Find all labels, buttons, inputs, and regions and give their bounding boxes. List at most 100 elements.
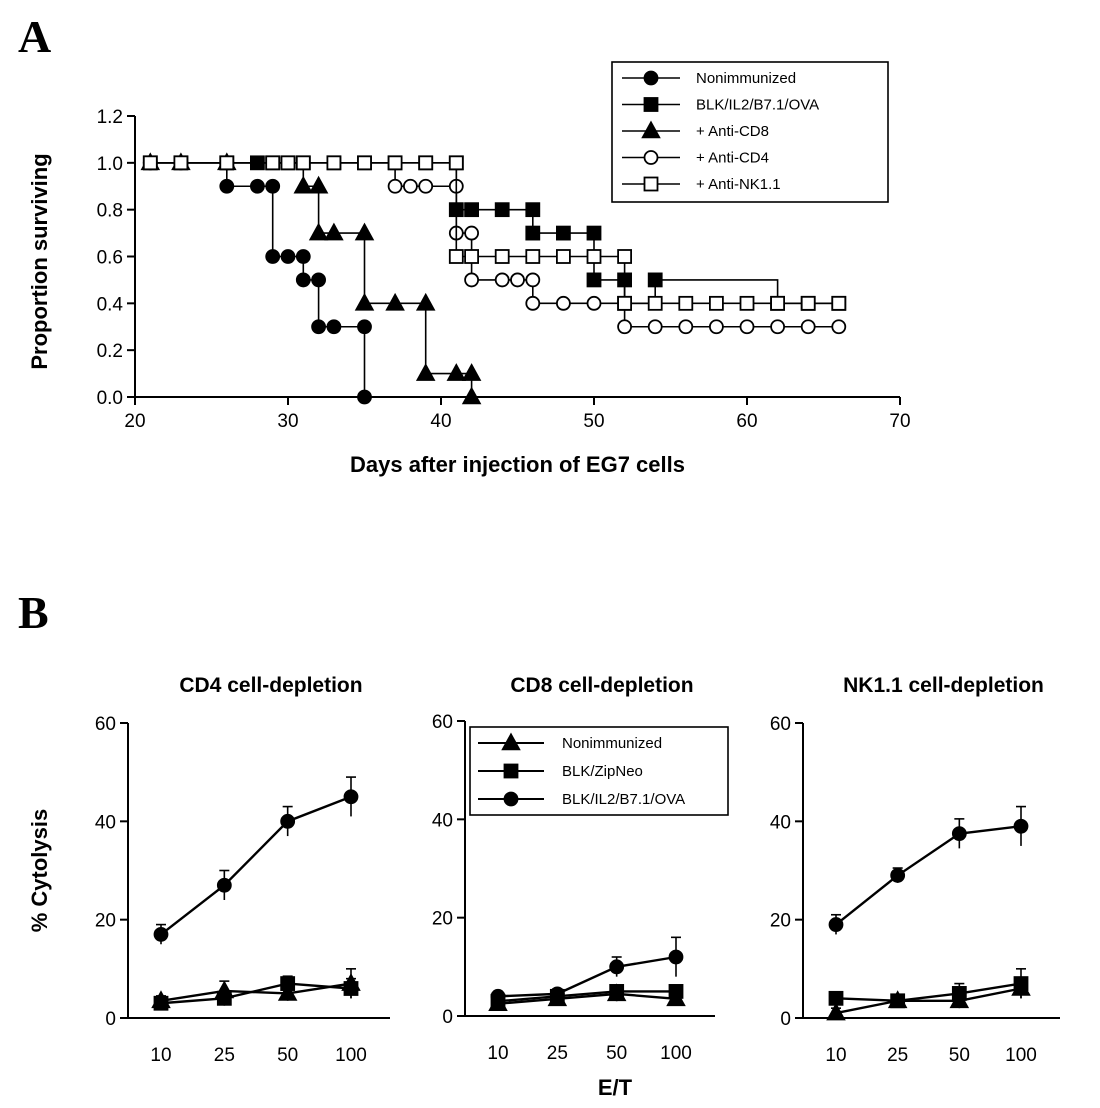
data-point xyxy=(709,319,724,335)
series-blk-il2-b7-1-ova xyxy=(153,776,359,945)
data-point xyxy=(343,981,359,996)
data-point xyxy=(494,272,510,288)
legend-marker xyxy=(503,763,519,779)
data-point xyxy=(647,319,663,335)
series-blk-zipneo xyxy=(153,975,359,1011)
data-point xyxy=(951,986,967,1001)
data-point xyxy=(343,789,359,805)
data-point xyxy=(446,363,467,381)
y-tick-label: 20 xyxy=(95,911,116,932)
y-tick-label: 0.6 xyxy=(97,248,123,269)
y-tick-label: 0.4 xyxy=(97,294,124,315)
data-point xyxy=(418,155,434,171)
survival-chart: 0.0 0.2 0.4 0.6 0.8 1.0 1.2 20 30 40 50 60 70 Days af… xyxy=(27,61,911,477)
data-point xyxy=(387,155,403,171)
data-point xyxy=(647,272,663,288)
data-point xyxy=(415,292,436,311)
data-point xyxy=(525,249,541,264)
x-tick-label: 10 xyxy=(487,1043,508,1064)
data-point xyxy=(586,249,602,264)
data-point xyxy=(357,319,372,335)
legend-label: + Anti-CD4 xyxy=(696,150,769,167)
y-tick-label: 40 xyxy=(432,810,453,831)
legend-label: BLK/ZipNeo xyxy=(562,763,643,780)
legend-entry-anti-cd4: + Anti-CD4 xyxy=(622,150,769,167)
legend-label: + Anti-CD8 xyxy=(696,123,769,140)
data-point xyxy=(1013,976,1029,991)
data-point xyxy=(357,389,372,405)
data-point xyxy=(525,202,541,218)
data-point xyxy=(668,949,684,965)
x-tick-label: 70 xyxy=(889,411,910,432)
data-point xyxy=(464,202,480,218)
data-point xyxy=(828,990,844,1006)
data-point xyxy=(295,272,311,288)
y-tick-label: 20 xyxy=(432,909,453,930)
data-point xyxy=(617,295,632,311)
data-point xyxy=(525,225,541,241)
legend-marker xyxy=(643,150,659,165)
data-point xyxy=(678,295,694,311)
data-point xyxy=(464,249,480,264)
x-tick-label: 50 xyxy=(583,411,604,432)
data-point xyxy=(831,319,847,335)
data-point xyxy=(464,225,480,241)
data-point xyxy=(826,1002,846,1021)
x-tick-label: 100 xyxy=(660,1043,692,1064)
y-tick-label: 0.0 xyxy=(97,388,123,409)
data-point xyxy=(668,984,684,999)
data-point xyxy=(311,319,327,335)
data-point xyxy=(280,976,296,991)
data-point xyxy=(525,272,541,288)
legend-marker xyxy=(501,732,521,751)
data-point xyxy=(678,319,694,335)
data-point xyxy=(219,178,235,194)
data-point xyxy=(173,155,189,171)
data-point xyxy=(556,249,571,264)
data-point xyxy=(265,249,281,264)
data-point xyxy=(617,249,632,264)
x-tick-label: 20 xyxy=(124,411,145,432)
legend-marker xyxy=(643,176,659,192)
series-line xyxy=(835,987,1022,1015)
data-point xyxy=(385,292,405,311)
data-point xyxy=(418,178,434,194)
data-point xyxy=(549,986,565,1002)
series-line xyxy=(497,955,677,998)
series-anti-nk1-1 xyxy=(142,155,847,311)
legend-entry-nonimmunized: Nonimmunized xyxy=(622,70,796,87)
cd8-depletion-chart: 0 20 40 60 10 25 50 100 CD8 cell-depletion E/T Non… xyxy=(432,674,729,1100)
series-blk-il2-b7-1-ova xyxy=(490,936,684,1004)
series-blk-zipneo xyxy=(828,968,1029,1009)
series-line xyxy=(835,825,1022,926)
series-blk-il2-b7-1-ova xyxy=(828,805,1029,935)
data-point xyxy=(216,990,232,1006)
data-point xyxy=(448,155,464,171)
series-line xyxy=(160,982,352,1005)
series-nonimmunized xyxy=(488,983,686,1011)
data-point xyxy=(609,959,625,975)
data-point xyxy=(510,272,525,288)
data-point xyxy=(951,826,967,842)
y-tick-label: 60 xyxy=(95,714,116,735)
data-point xyxy=(354,222,375,241)
data-point xyxy=(647,295,663,311)
data-point xyxy=(461,363,482,381)
data-point xyxy=(354,292,375,311)
data-point xyxy=(617,319,632,335)
panel-label-a: A xyxy=(18,11,51,62)
data-point xyxy=(142,155,158,171)
legend: Nonimmunized BLK/ZipNeo BLK/IL2/B7.1/OVA xyxy=(469,726,729,816)
legend-marker xyxy=(503,791,519,807)
data-point xyxy=(324,222,344,241)
legend: Nonimmunized BLK/IL2/B7.1/OVA + Anti-CD8 + … xyxy=(611,61,889,203)
data-point xyxy=(326,155,342,171)
x-tick-label: 100 xyxy=(335,1045,367,1066)
data-point xyxy=(770,295,785,311)
y-tick-label: 0.2 xyxy=(97,341,123,362)
panel-label-b: B xyxy=(18,587,49,638)
y-axis-title: % Cytolysis xyxy=(27,809,52,933)
legend-entry-anti-cd8: + Anti-CD8 xyxy=(622,120,769,140)
x-tick-label: 100 xyxy=(1005,1045,1037,1066)
